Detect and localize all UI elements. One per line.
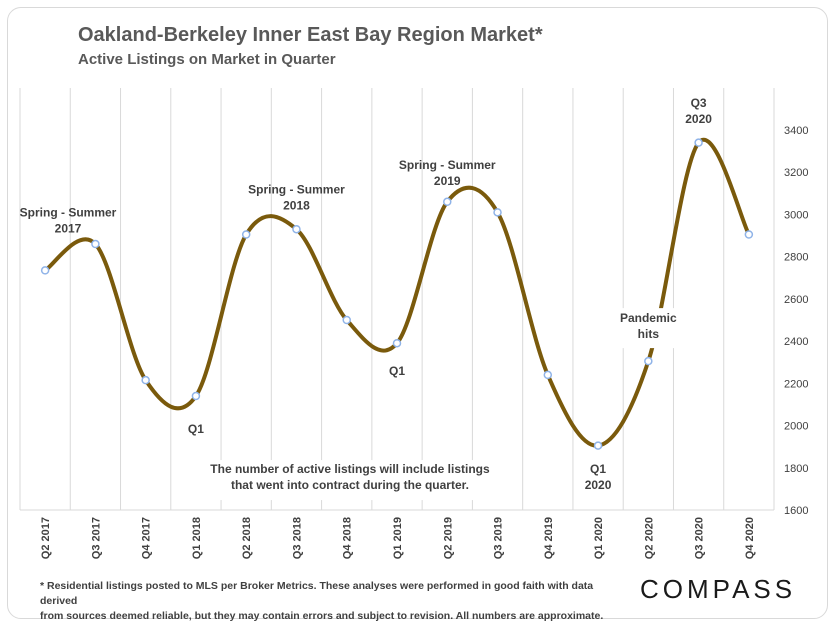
y-tick-label: 2200 xyxy=(784,378,808,390)
data-point xyxy=(91,239,100,249)
y-tick-label: 2600 xyxy=(784,294,808,306)
annotation-label: Q3 xyxy=(691,96,707,110)
data-point xyxy=(543,370,553,380)
compass-logo: COMPASS xyxy=(640,574,797,604)
annotation-label: Spring - Summer xyxy=(20,206,117,220)
x-tick-label: Q4 2018 xyxy=(342,517,354,559)
annotation-label: that went into contract during the quart… xyxy=(231,478,469,492)
annotation-label: Q1 xyxy=(590,462,606,476)
data-point xyxy=(141,375,150,385)
x-tick-label: Q1 2020 xyxy=(593,517,605,559)
pandemic-label: Pandemic xyxy=(620,311,677,325)
annotations: Spring - Summer 2017 Spring - Summer 2018 Sp… xyxy=(20,96,712,501)
x-axis-ticks: Q2 2017 Q3 2017 Q4 2017 Q1 2018 Q2 2018 Q3 20… xyxy=(40,517,756,559)
chart-frame xyxy=(7,7,828,619)
x-tick-label: Q4 2020 xyxy=(744,517,756,559)
annotation-label: Q1 xyxy=(188,422,204,436)
y-tick-label: 2400 xyxy=(784,336,808,348)
data-point xyxy=(744,230,754,239)
data-point xyxy=(342,315,351,325)
annotation-label: Spring - Summer xyxy=(399,158,496,172)
note-box xyxy=(200,460,500,501)
y-tick-label: 1600 xyxy=(784,505,808,517)
y-tick-label: 3200 xyxy=(784,167,808,179)
data-point xyxy=(694,138,703,147)
data-point xyxy=(241,230,251,239)
y-tick-label: 1800 xyxy=(784,463,808,475)
x-tick-label: Q2 2020 xyxy=(643,517,655,559)
annotation-label: 2018 xyxy=(283,198,310,212)
annotation-label: Spring - Summer xyxy=(248,182,345,196)
data-point xyxy=(40,266,50,275)
chart-title: Oakland-Berkeley Inner East Bay Region M… xyxy=(78,24,543,46)
footnote-line-2: from sources deemed reliable, but they m… xyxy=(40,610,604,622)
y-axis-ticks: 1600 1800 2000 2200 2400 2600 2800 3000 3200 3400 xyxy=(784,125,808,517)
annotation-label: The number of active listings will inclu… xyxy=(210,462,490,476)
data-point xyxy=(392,338,402,348)
data-point xyxy=(191,391,201,401)
footnote: * Residential listings posted to MLS per… xyxy=(40,579,630,624)
pandemic-box xyxy=(610,308,689,349)
x-tick-label: Q1 2019 xyxy=(392,517,404,559)
chart-subtitle: Active Listings on Market in Quarter xyxy=(78,51,336,68)
y-tick-label: 3000 xyxy=(784,209,808,221)
x-tick-label: Q2 2018 xyxy=(241,517,253,559)
data-point xyxy=(644,356,653,366)
x-tick-label: Q4 2017 xyxy=(141,517,153,559)
x-tick-label: Q3 2017 xyxy=(90,517,102,559)
annotation-label: 2017 xyxy=(55,222,82,236)
x-tick-label: Q3 2020 xyxy=(694,517,706,559)
data-point xyxy=(493,208,502,217)
pandemic-label: hits xyxy=(638,327,660,341)
x-tick-label: Q2 2019 xyxy=(442,517,454,559)
y-tick-label: 2800 xyxy=(784,252,808,264)
annotation-label: 2020 xyxy=(585,478,612,492)
footnote-line-1: * Residential listings posted to MLS per… xyxy=(40,580,594,607)
x-tick-label: Q4 2019 xyxy=(543,517,555,559)
annotation-label: Q1 xyxy=(389,364,405,378)
x-tick-label: Q3 2018 xyxy=(291,517,303,559)
grid-lines xyxy=(19,88,775,511)
x-tick-label: Q1 2018 xyxy=(191,517,203,559)
x-tick-label: Q2 2017 xyxy=(40,517,52,559)
data-point xyxy=(292,224,301,234)
data-points xyxy=(40,138,754,450)
data-point xyxy=(593,441,603,450)
x-tick-label: Q3 2019 xyxy=(493,517,505,559)
annotation-label: 2020 xyxy=(685,112,712,126)
y-tick-label: 3400 xyxy=(784,125,808,137)
data-point xyxy=(443,197,452,207)
series-line xyxy=(43,137,751,448)
y-tick-label: 2000 xyxy=(784,421,808,433)
annotation-label: 2019 xyxy=(434,174,461,188)
